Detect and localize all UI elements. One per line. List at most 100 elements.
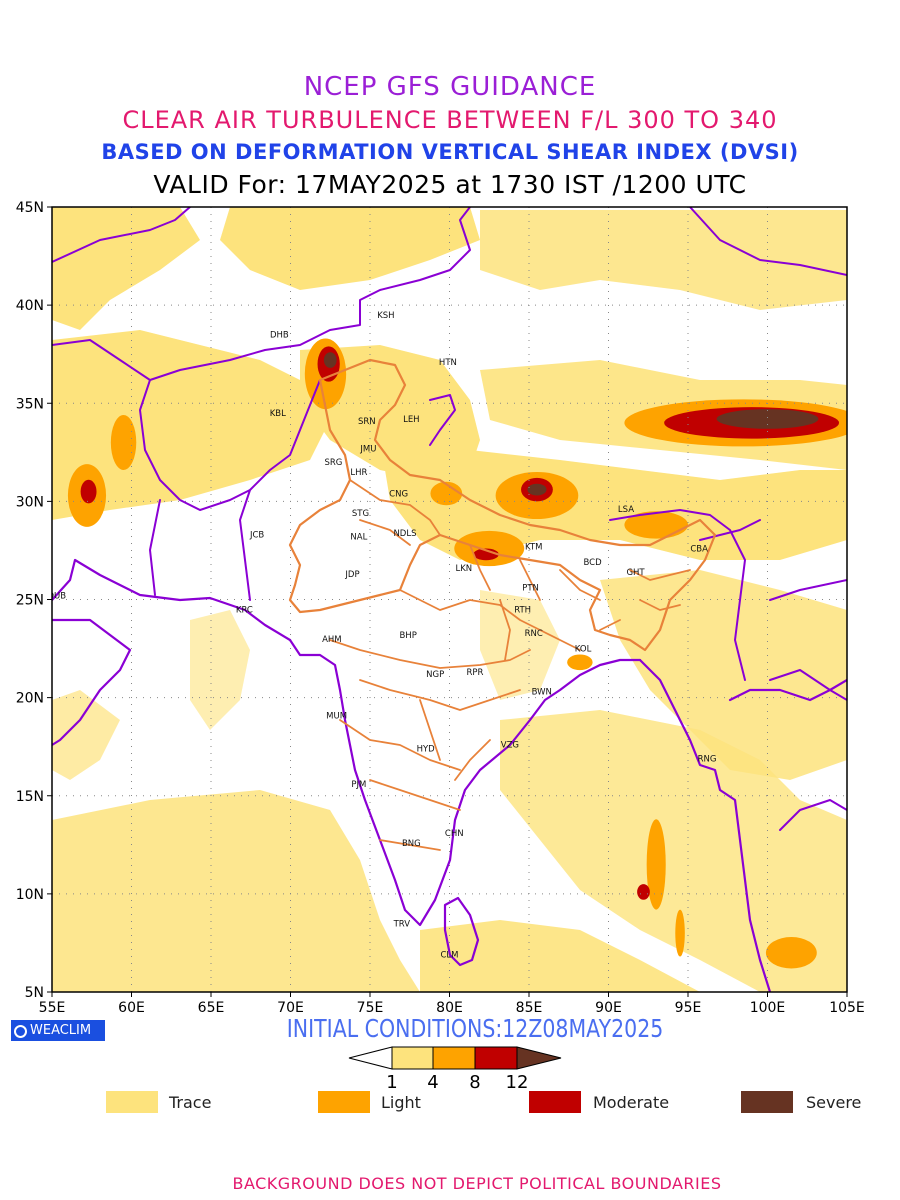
- legend-swatch-moderate: [529, 1091, 581, 1113]
- valid-time: VALID For: 17MAY2025 at 1730 IST /1200 U…: [153, 170, 747, 199]
- station-vzg: VZG: [501, 741, 519, 751]
- lon-label: 80E: [436, 1000, 463, 1016]
- colorbar-tick-1: 1: [386, 1072, 397, 1093]
- station-ght: GHT: [626, 568, 645, 578]
- station-jcb: JCB: [249, 531, 264, 541]
- lon-label: 55E: [39, 1000, 66, 1016]
- lon-label: 75E: [357, 1000, 384, 1016]
- station-jdp: JDP: [344, 570, 359, 580]
- weaclim-circle-icon: [14, 1025, 27, 1038]
- lat-label: 45N: [16, 200, 44, 216]
- station-lkn: LKN: [455, 564, 472, 574]
- lon-label: 90E: [595, 1000, 622, 1016]
- turbulence-severe-area: [716, 409, 819, 429]
- colorbar: 1 4 8 12: [348, 1046, 562, 1093]
- legend-label-severe: Severe: [806, 1093, 862, 1112]
- station-lhr: LHR: [350, 468, 367, 478]
- station-dhb: DHB: [270, 331, 289, 341]
- station-ahm: AHM: [322, 635, 342, 645]
- border-afghanistan: [139, 379, 321, 511]
- station-pjm: PJM: [351, 780, 366, 790]
- station-ngp: NGP: [426, 670, 444, 680]
- trace-region-south: [420, 920, 700, 992]
- colorbar-tick-12: 12: [506, 1072, 529, 1093]
- legend-label-moderate: Moderate: [593, 1093, 670, 1112]
- colorbar-high-arrow: [516, 1046, 562, 1070]
- turbulence-moderate-area: [637, 884, 650, 900]
- station-hyd: HYD: [417, 745, 436, 755]
- station-rth: RTH: [514, 605, 531, 615]
- turbulence-light-area: [624, 511, 688, 539]
- state-boundaries: [329, 479, 691, 851]
- station-nal: NAL: [350, 533, 367, 543]
- weaclim-logo: WEACLIM: [11, 1020, 105, 1041]
- legend-label-trace: Trace: [169, 1093, 212, 1112]
- station-leh: LEH: [403, 415, 420, 425]
- station-kol: KOL: [575, 645, 592, 655]
- border-east-asia: [689, 207, 847, 831]
- station-rpr: RPR: [466, 668, 483, 678]
- colorbar-low-arrow: [348, 1046, 393, 1070]
- lon-label: 65E: [198, 1000, 225, 1016]
- colorbar-moderate: [474, 1046, 518, 1070]
- lon-label: 100E: [750, 1000, 786, 1016]
- station-trv: TRV: [393, 919, 411, 929]
- station-rng: RNG: [698, 754, 717, 764]
- lat-label: 15N: [16, 789, 44, 805]
- trace-region-north: [220, 207, 480, 290]
- station-chn: CHN: [445, 829, 464, 839]
- turbulence-light-area: [567, 654, 593, 671]
- trace-region-ne: [480, 210, 847, 310]
- station-srg: SRG: [324, 458, 342, 468]
- lat-label: 20N: [16, 691, 44, 707]
- station-clm: CLM: [440, 951, 458, 961]
- turbulence-light-area: [430, 481, 463, 506]
- coastline-india: [288, 638, 642, 927]
- trace-region-nw: [52, 207, 200, 330]
- turbulence-severe-area: [527, 483, 547, 496]
- lat-label: 10N: [16, 887, 44, 903]
- station-lsa: LSA: [618, 505, 634, 515]
- lon-label: 60E: [118, 1000, 145, 1016]
- coastline-srilanka: [443, 896, 480, 967]
- border-central-asia: [52, 207, 471, 381]
- turbulence-pockets: [67, 338, 847, 969]
- station-mum: MUM: [326, 711, 347, 721]
- lat-label: 25N: [16, 593, 44, 609]
- colorbar-tick-8: 8: [469, 1072, 480, 1093]
- station-jmu: JMU: [359, 444, 376, 454]
- turbulence-light-area: [646, 819, 666, 910]
- legend-swatch-severe: [741, 1091, 793, 1113]
- title-line-3: BASED ON DEFORMATION VERTICAL SHEAR INDE…: [101, 140, 799, 164]
- lon-label: 105E: [829, 1000, 865, 1016]
- station-htn: HTN: [439, 358, 457, 368]
- colorbar-tick-4: 4: [427, 1072, 438, 1093]
- turbulence-light-area: [765, 937, 817, 969]
- initial-conditions: INITIAL CONDITIONS:12Z08MAY2025: [286, 1014, 664, 1043]
- station-stg: STG: [352, 509, 369, 519]
- trace-region-west: [52, 330, 330, 520]
- station-kbl: KBL: [270, 409, 286, 419]
- station-bwn: BWN: [532, 688, 552, 698]
- turbulence-light-area: [675, 909, 685, 957]
- station-cng: CNG: [389, 490, 408, 500]
- trace-region-arabia: [52, 690, 120, 780]
- trace-field: [52, 207, 847, 992]
- turbulence-light-area: [454, 530, 525, 567]
- station-krc: KRC: [236, 605, 253, 615]
- turbulence-severe-area: [323, 352, 337, 368]
- station-labels: KSH DHB HTN KBL SRN LEH JMU SRG LHR CNG STG JCB NAL N…: [52, 311, 717, 961]
- station-bhp: BHP: [399, 631, 416, 641]
- station-ndls: NDLS: [393, 529, 416, 539]
- colorbar-trace: [391, 1046, 434, 1070]
- trace-region-gujarat: [190, 610, 250, 730]
- axis-ticks: 55E 60E 65E 70E 75E 80E 85E 90E 95E 100E 105E 45N 40…: [16, 200, 865, 1016]
- weaclim-label: WEACLIM: [30, 1023, 92, 1038]
- border-pakistan: [149, 489, 251, 601]
- border-tibet: [429, 394, 746, 681]
- legend-swatch-trace: [106, 1091, 158, 1113]
- station-bng: BNG: [402, 839, 421, 849]
- legend-swatch-light: [318, 1091, 370, 1113]
- footer-disclaimer: BACKGROUND DOES NOT DEPICT POLITICAL BOU…: [232, 1174, 722, 1193]
- lat-label: 5N: [25, 985, 44, 1001]
